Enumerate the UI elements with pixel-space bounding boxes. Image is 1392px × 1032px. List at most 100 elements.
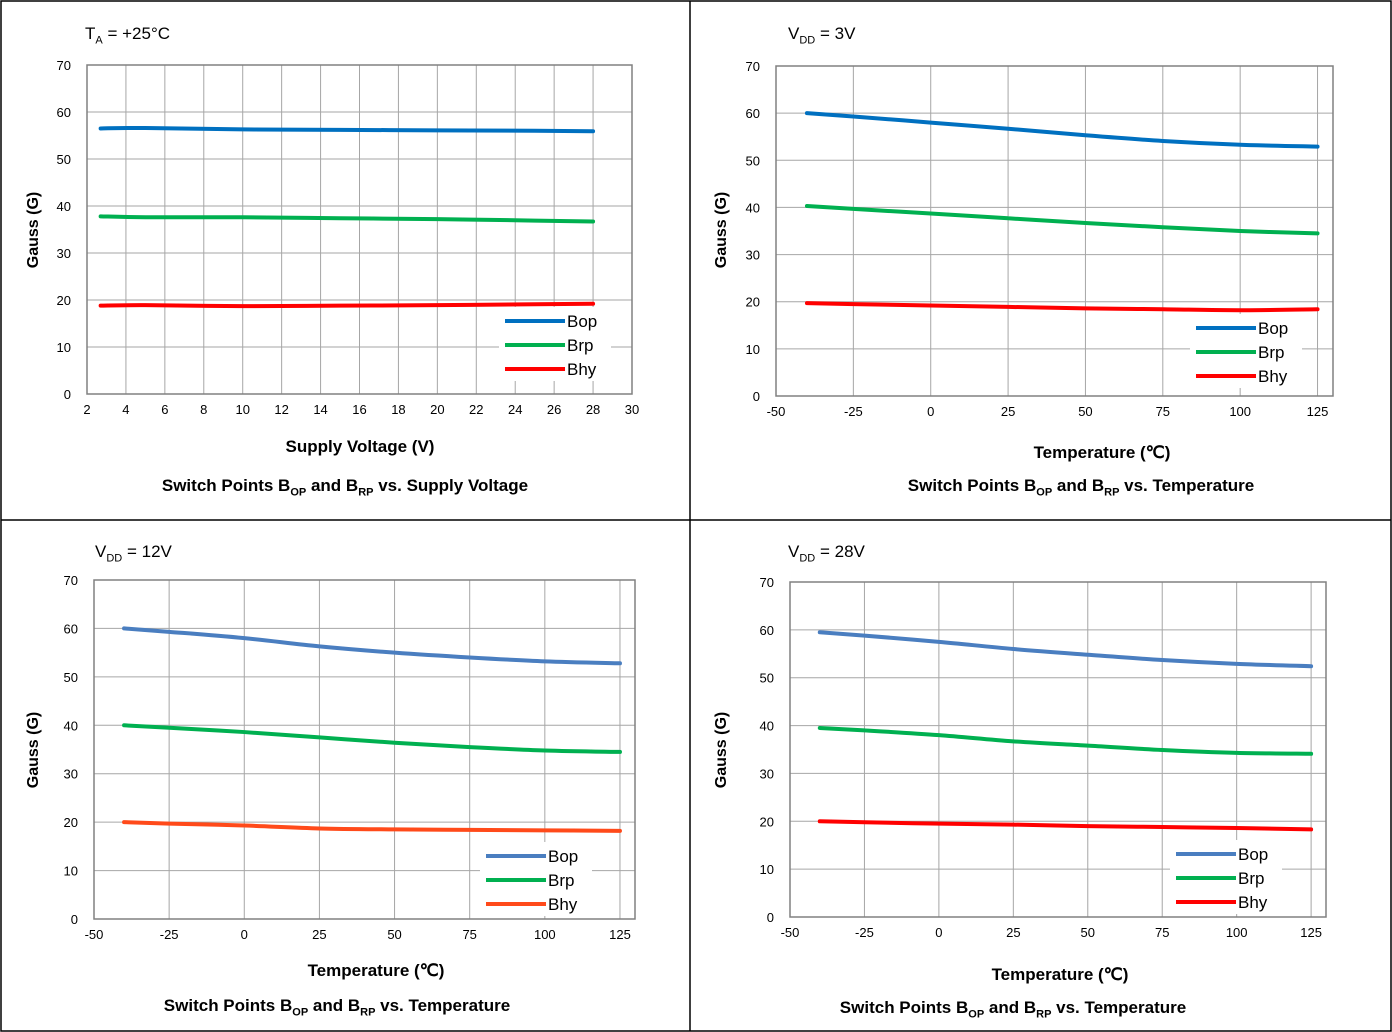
x-tick-label: 75 <box>1155 925 1169 940</box>
y-tick-label: 50 <box>760 671 774 686</box>
y-tick-label: 10 <box>64 864 78 879</box>
x-tick-label: 25 <box>1001 404 1015 419</box>
condition-symbol: V <box>95 542 107 561</box>
chart-svg: -50 -25 0 25 50 75 100 125 0 10 20 30 40 50 60 70 Bop Brp… <box>25 573 636 980</box>
x-tick-label: 50 <box>1078 404 1092 419</box>
y-tick-label: 40 <box>760 719 774 734</box>
legend-label-bop: Bop <box>1258 319 1288 338</box>
x-tick-label: 100 <box>534 927 556 942</box>
x-tick-label: 6 <box>161 402 168 417</box>
x-tick-label: 22 <box>469 402 483 417</box>
condition-value: = 28V <box>815 542 865 561</box>
x-tick-label: 0 <box>927 404 934 419</box>
condition-value: = 12V <box>122 542 172 561</box>
condition-subscript: A <box>95 34 103 47</box>
x-tick-label: 100 <box>1226 925 1248 940</box>
y-tick-label: 60 <box>760 623 774 638</box>
condition-label: VDD = 3V <box>788 24 855 46</box>
y-tick-label: 50 <box>64 670 78 685</box>
x-axis-title: Temperature (℃) <box>1034 443 1171 462</box>
legend-label-bhy: Bhy <box>1238 893 1268 912</box>
chart-caption: Switch Points BOP and BRP vs. Temperatur… <box>839 998 1187 1021</box>
y-tick-label: 30 <box>64 767 78 782</box>
legend-label-brp: Brp <box>567 336 593 355</box>
y-tick-label: 10 <box>760 862 774 877</box>
x-tick-label: 24 <box>508 402 522 417</box>
legend-label-bhy: Bhy <box>548 895 578 914</box>
series-line-brp <box>98 214 596 224</box>
x-tick-label: 20 <box>430 402 444 417</box>
plot-area-border <box>93 579 636 920</box>
x-tick-label: 75 <box>1156 404 1170 419</box>
condition-label: VDD = 28V <box>788 542 865 564</box>
y-tick-label: 70 <box>57 58 71 73</box>
x-tick-label: -25 <box>160 927 179 942</box>
x-tick-label: 2 <box>83 402 90 417</box>
y-tick-label: 40 <box>57 199 71 214</box>
series-line-bhy <box>98 301 596 309</box>
plot-area-border <box>86 64 633 395</box>
x-tick-label: -25 <box>844 404 863 419</box>
condition-subscript: DD <box>106 552 123 565</box>
y-tick-label: 20 <box>57 293 71 308</box>
chart-caption: Switch Points BOP and BRP vs. Supply Vol… <box>161 476 529 499</box>
x-tick-label: -25 <box>855 925 874 940</box>
legend-label-brp: Brp <box>1238 869 1264 888</box>
legend-label-bhy: Bhy <box>1258 367 1288 386</box>
x-tick-label: 10 <box>235 402 249 417</box>
chart-panel-temp-12v: VDD = 12V -50 -25 0 25 50 75 100 125 0 10 20 30 40 50… <box>0 520 690 1032</box>
x-axis-title: Supply Voltage (V) <box>286 437 435 456</box>
y-tick-label: 60 <box>57 105 71 120</box>
chart-panel-supply-voltage: TA = +25°C 2 4 6 8 10 12 14 16 18 20 22 24 26 28 30 0 10… <box>0 0 690 520</box>
x-tick-label: 100 <box>1229 404 1251 419</box>
x-tick-label: 50 <box>387 927 401 942</box>
x-tick-label: 0 <box>935 925 942 940</box>
y-tick-label: 20 <box>746 295 760 310</box>
legend-label-bop: Bop <box>548 847 578 866</box>
y-axis-title: Gauss (G) <box>25 192 42 268</box>
y-tick-label: 30 <box>746 248 760 263</box>
condition-subscript: DD <box>799 552 816 565</box>
x-axis-title: Temperature (℃) <box>992 965 1129 984</box>
x-tick-label: 14 <box>313 402 327 417</box>
y-tick-label: 10 <box>746 342 760 357</box>
series-line-bop <box>817 630 1314 669</box>
series-line-brp <box>122 723 622 754</box>
condition-value: = +25°C <box>102 24 171 43</box>
chart-svg: -50 -25 0 25 50 75 100 125 0 10 20 30 40 50 60 70 Bop Brp… <box>713 59 1334 462</box>
legend-label-brp: Brp <box>548 871 574 890</box>
legend-label-bop: Bop <box>1238 845 1268 864</box>
legend-label-brp: Brp <box>1258 343 1284 362</box>
series-line-bhy <box>804 301 1320 313</box>
plot-area-border <box>789 581 1327 918</box>
y-tick-label: 0 <box>767 910 774 925</box>
y-tick-label: 10 <box>57 340 71 355</box>
x-tick-label: 125 <box>1300 925 1322 940</box>
y-tick-label: 60 <box>746 106 760 121</box>
x-tick-label: 26 <box>547 402 561 417</box>
chart-caption: Switch Points BOP and BRP vs. Temperatur… <box>163 996 511 1019</box>
y-tick-label: 40 <box>746 200 760 215</box>
condition-label: TA = +25°C <box>85 24 170 46</box>
y-tick-label: 0 <box>753 389 760 404</box>
plot-area-border <box>775 65 1334 397</box>
chart-svg: -50 -25 0 25 50 75 100 125 0 10 20 30 40 50 60 70 Bop Brp… <box>713 575 1327 984</box>
condition-label: VDD = 12V <box>95 542 172 564</box>
condition-symbol: V <box>788 542 800 561</box>
x-tick-label: 8 <box>200 402 207 417</box>
y-axis-title: Gauss (G) <box>25 712 42 788</box>
x-tick-label: -50 <box>767 404 786 419</box>
chart-svg: 2 4 6 8 10 12 14 16 18 20 22 24 26 28 3001020304050607… <box>25 58 639 456</box>
series-line-bop <box>98 125 596 134</box>
y-tick-label: 70 <box>760 575 774 590</box>
y-tick-label: 20 <box>64 815 78 830</box>
series-line-bop <box>122 626 622 666</box>
y-axis-title: Gauss (G) <box>713 712 730 788</box>
x-tick-label: 16 <box>352 402 366 417</box>
series-line-bhy <box>122 820 622 833</box>
y-tick-label: 30 <box>760 766 774 781</box>
chart-caption: Switch Points BOP and BRP vs. Temperatur… <box>907 476 1255 499</box>
legend-label-bhy: Bhy <box>567 360 597 379</box>
